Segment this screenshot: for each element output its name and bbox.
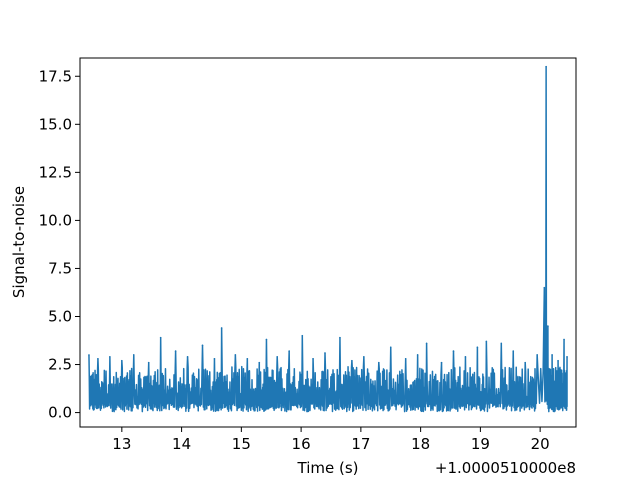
data-point — [485, 340, 488, 343]
x-tick-label: 15 — [232, 435, 251, 453]
data-point — [425, 342, 428, 345]
data-point — [557, 359, 559, 362]
data-point — [147, 361, 150, 364]
x-axis: 13 14 15 16 17 18 19 20 — [112, 427, 550, 453]
data-point — [301, 334, 304, 337]
data-point — [404, 357, 407, 360]
y-tick-label: 5.0 — [48, 307, 72, 325]
data-point — [186, 356, 189, 358]
data-point — [324, 352, 326, 354]
data-point — [258, 361, 261, 364]
plot-area — [80, 58, 576, 427]
series-layer — [88, 65, 568, 413]
data-point — [416, 354, 419, 356]
x-tick-label: 20 — [531, 435, 550, 453]
data-point — [547, 325, 549, 327]
data-point — [566, 356, 568, 358]
data-point — [97, 357, 99, 360]
data-point — [276, 356, 279, 358]
data-point — [545, 65, 547, 68]
data-point — [452, 350, 455, 352]
x-tick-label: 13 — [112, 435, 131, 453]
data-point — [339, 336, 341, 339]
y-tick-label: 17.5 — [39, 67, 72, 85]
data-point — [543, 286, 546, 289]
data-point — [88, 354, 90, 356]
y-axis: 0.0 2.5 5.0 7.5 10.0 12.5 15.0 17.5 — [39, 67, 80, 422]
y-tick-label: 2.5 — [48, 356, 72, 374]
data-point — [536, 354, 538, 356]
y-tick-label: 12.5 — [39, 163, 72, 181]
x-tick-label: 18 — [411, 435, 430, 453]
y-axis-label: Signal-to-noise — [10, 186, 28, 298]
data-point — [389, 346, 392, 349]
data-point — [246, 357, 249, 360]
data-point — [312, 357, 314, 360]
data-point — [464, 356, 467, 358]
data-point — [563, 338, 565, 341]
plot-frame — [79, 57, 577, 428]
data-point — [512, 350, 515, 352]
data-point — [524, 361, 526, 364]
data-point — [265, 338, 268, 341]
data-point — [174, 350, 177, 352]
data-point — [159, 336, 162, 339]
x-tick-label: 16 — [292, 435, 311, 453]
data-point — [351, 359, 353, 362]
data-point — [201, 344, 204, 347]
data-point — [476, 346, 479, 349]
data-point — [121, 359, 123, 362]
data-point — [220, 327, 223, 329]
x-offset-label: +1.0000510000e8 — [435, 459, 576, 477]
data-point — [500, 342, 503, 345]
y-tick-label: 7.5 — [48, 259, 72, 277]
x-axis-label: Time (s) — [297, 459, 359, 477]
data-point — [551, 354, 553, 356]
data-point — [288, 350, 290, 352]
data-point — [378, 361, 380, 364]
data-point — [363, 356, 365, 358]
data-point — [213, 357, 216, 360]
data-point — [234, 354, 237, 356]
x-tick-label: 19 — [471, 435, 490, 453]
y-tick-label: 10.0 — [39, 211, 72, 229]
series-line — [88, 65, 568, 413]
x-tick-label: 14 — [172, 435, 191, 453]
x-tick-label: 17 — [351, 435, 370, 453]
y-tick-label: 15.0 — [39, 115, 72, 133]
data-point — [109, 356, 111, 358]
data-point — [132, 354, 135, 356]
y-tick-label: 0.0 — [48, 404, 72, 422]
data-point — [440, 361, 443, 364]
